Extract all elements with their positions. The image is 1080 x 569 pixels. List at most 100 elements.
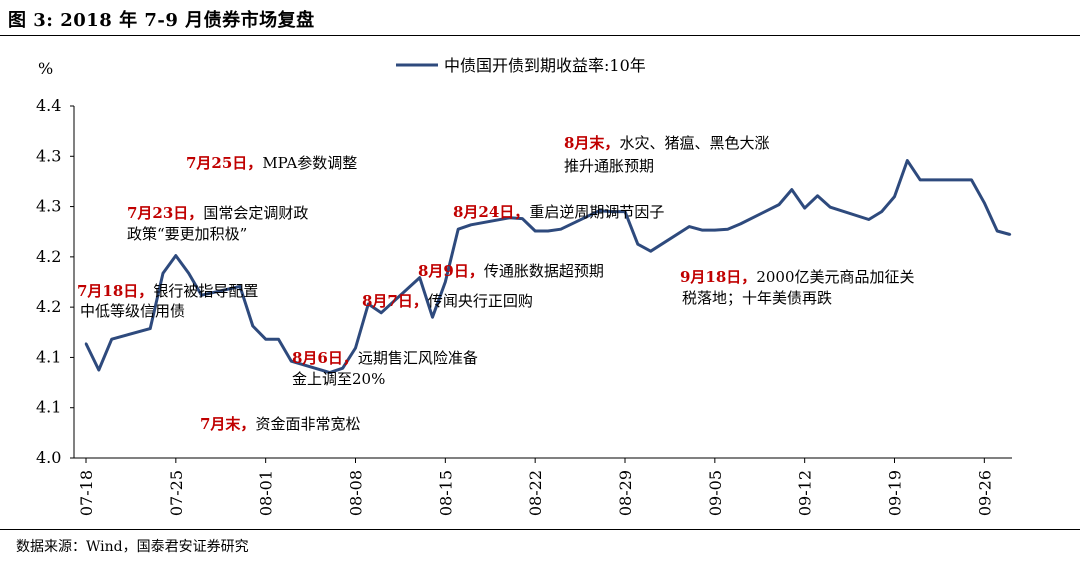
- bottom-rule: [0, 529, 1080, 530]
- yield-line-chart: % 中债国开债到期收益率:10年 4.44.34.34.24.24.14.14.…: [36, 56, 1012, 516]
- data-point: [277, 338, 280, 341]
- data-point: [161, 272, 165, 275]
- legend-label: 中债国开债到期收益率:10年: [444, 56, 646, 75]
- annotation-08end-line2: 推升通胀预期: [564, 157, 654, 175]
- data-point: [508, 216, 511, 219]
- data-point: [995, 229, 999, 233]
- data-point: [444, 280, 447, 284]
- annotation-0806: 8月6日，远期售汇风险准备: [292, 349, 478, 367]
- data-point: [610, 210, 614, 213]
- data-point: [636, 242, 640, 246]
- data-point: [341, 367, 344, 370]
- annotation-0725: 7月25日，MPA参数调整: [186, 154, 357, 172]
- y-tick-label: 4.3: [36, 146, 61, 165]
- annotation-0918-line2: 税落地；十年美债再跌: [682, 289, 832, 307]
- data-point: [431, 316, 434, 319]
- data-point: [803, 206, 806, 210]
- data-point: [379, 311, 383, 314]
- x-tick-label: 08-22: [526, 470, 545, 516]
- annotation-0718-line2: 中低等级信用债: [80, 302, 185, 320]
- annotation-0806-line2: 金上调至20%: [292, 370, 385, 388]
- annotation-0718: 7月18日，银行被指导配置: [77, 282, 258, 300]
- data-point: [533, 229, 537, 233]
- x-tick-label: 08-01: [257, 470, 276, 516]
- y-axis-unit: %: [38, 59, 53, 78]
- data-point: [829, 206, 832, 209]
- data-point: [264, 338, 267, 341]
- x-tick-label: 09-05: [706, 470, 725, 516]
- y-tick-label: 4.0: [36, 448, 61, 467]
- data-point: [546, 229, 550, 233]
- data-point: [521, 217, 524, 220]
- data-point: [918, 178, 922, 182]
- annotation-0809: 8月9日，传通胀数据超预期: [418, 262, 604, 280]
- y-tick-label: 4.1: [36, 347, 61, 366]
- y-tick-label: 4.2: [36, 297, 61, 316]
- data-point: [700, 228, 704, 232]
- legend: 中债国开债到期收益率:10年: [396, 56, 646, 75]
- data-point: [97, 368, 101, 372]
- data-point: [726, 228, 729, 231]
- data-point: [110, 338, 113, 341]
- data-point: [649, 250, 652, 253]
- x-tick-label: 08-29: [616, 470, 635, 516]
- x-tick-label: 09-12: [796, 470, 815, 516]
- annotation-0807: 8月7日，传闻央行正回购: [362, 292, 533, 310]
- data-point: [238, 285, 242, 288]
- annotation-0723: 7月23日，国常会定调财政: [127, 204, 308, 222]
- figure-title: 图 3: 2018 年 7-9 月债券市场复盘: [8, 10, 315, 31]
- y-tick-label: 4.2: [36, 247, 61, 266]
- y-tick-label: 4.1: [36, 398, 61, 417]
- source-note: 数据来源：Wind，国泰君安证券研究: [16, 539, 249, 555]
- data-point: [1008, 233, 1012, 236]
- annotation-0723-line2: 政策“要更加积极”: [127, 225, 247, 243]
- y-tick-label: 4.4: [36, 96, 61, 115]
- data-point: [559, 228, 563, 231]
- data-point: [790, 188, 794, 191]
- data-point: [354, 346, 357, 350]
- data-point: [328, 371, 332, 374]
- data-point: [739, 222, 742, 226]
- data-point: [906, 159, 909, 162]
- axes: [73, 106, 1012, 459]
- data-point: [418, 276, 421, 279]
- x-tick-label: 07-25: [167, 470, 186, 516]
- annotation-0824: 8月24日，重启逆周期调节因子: [453, 203, 664, 221]
- data-point: [687, 225, 691, 228]
- data-point: [290, 360, 293, 363]
- top-rule: [0, 35, 1080, 36]
- annotation-07end: 7月末，资金面非常宽松: [200, 415, 360, 433]
- data-point: [816, 194, 819, 197]
- data-point: [983, 201, 986, 204]
- data-point: [893, 195, 896, 198]
- data-point: [469, 223, 473, 226]
- data-point: [867, 218, 871, 221]
- data-point: [251, 324, 255, 328]
- annotation-08end: 8月末，水灾、猪瘟、黑色大涨: [564, 134, 769, 152]
- y-ticks: 4.4 4.3 4.3 4.2 4.2 4.1 4.1 4.0: [36, 96, 74, 467]
- data-point: [880, 210, 883, 213]
- x-ticks: 07-18 07-25 08-01 08-08 08-15 08-22 08-29 09-05…: [77, 458, 994, 516]
- series-line-cdb-10y: [84, 159, 1011, 375]
- annotations: 7月25日，MPA参数调整 7月23日，国常会定调财政 政策“要更加积极” 7月…: [77, 134, 915, 433]
- data-point: [713, 228, 717, 232]
- y-tick-label: 4.3: [36, 197, 61, 216]
- series-points: [84, 159, 1012, 374]
- data-point: [970, 178, 973, 182]
- data-point: [187, 272, 190, 275]
- x-tick-label: 09-19: [886, 470, 905, 516]
- data-point: [200, 294, 203, 297]
- data-point: [367, 302, 370, 306]
- annotation-0918: 9月18日，2000亿美元商品加征关: [680, 268, 915, 286]
- data-point: [623, 210, 627, 213]
- data-point: [84, 342, 88, 345]
- x-tick-label: 08-15: [436, 470, 455, 516]
- data-point: [777, 203, 781, 206]
- data-point: [598, 209, 601, 212]
- data-point: [456, 228, 460, 231]
- data-point: [174, 254, 178, 257]
- x-tick-label: 08-08: [347, 470, 366, 516]
- x-tick-label: 09-26: [975, 470, 994, 516]
- data-point: [148, 327, 152, 330]
- x-tick-label: 07-18: [77, 470, 96, 516]
